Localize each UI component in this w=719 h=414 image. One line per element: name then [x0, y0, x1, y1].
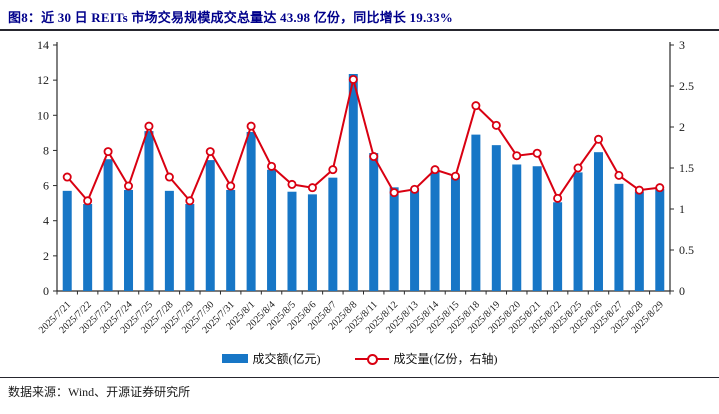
chart-canvas: 0 2 4 6 8 10 12 14 0 0.5 1 1.5 2 2.5 3 2025/7/212025/7/… [37, 38, 694, 336]
bar [532, 166, 542, 291]
line-marker-icon [389, 188, 399, 198]
bar [185, 204, 195, 291]
left-axis-tick-label: 8 [43, 143, 49, 157]
line-marker-icon [593, 134, 603, 144]
bar [614, 183, 624, 291]
legend-item-turnover: 成交额(亿元) [221, 350, 321, 367]
line-marker-icon [267, 161, 277, 171]
bar [144, 131, 154, 291]
left-axis-tick-label: 14 [37, 38, 49, 52]
left-axis-tick-label: 4 [43, 214, 49, 228]
line-marker-icon [471, 101, 481, 111]
line-marker-icon [124, 181, 134, 191]
bar [287, 191, 297, 291]
line-marker-icon [634, 185, 644, 195]
left-axis-tick-label: 0 [43, 284, 49, 298]
bar [634, 191, 644, 291]
bar [553, 202, 563, 291]
right-axis-tick-label: 1.5 [679, 161, 694, 175]
left-axis-tick-label: 12 [37, 73, 49, 87]
left-axis-tick-label: 10 [37, 108, 49, 122]
axis-tick-labels: 0 2 4 6 8 10 12 14 0 0.5 1 1.5 2 2.5 3 [37, 38, 694, 298]
bar [450, 176, 460, 291]
footer-divider [0, 377, 719, 378]
right-axis-tick-label: 1 [679, 202, 685, 216]
bar [512, 164, 522, 291]
bar [655, 189, 665, 291]
line-swatch-marker-icon [366, 353, 378, 365]
line-marker-icon [144, 121, 154, 131]
bar [83, 204, 93, 291]
line-marker-icon [573, 163, 583, 173]
line-marker-icon [553, 193, 563, 203]
bar [348, 73, 358, 291]
bar [471, 134, 481, 291]
right-axis-tick-label: 0.5 [679, 243, 694, 257]
volume-line-markers [62, 74, 665, 206]
line-marker-icon [62, 172, 72, 182]
bar [430, 171, 440, 291]
volume-line [66, 79, 660, 203]
legend-item-volume: 成交量(亿份，右轴) [354, 350, 498, 367]
title-divider [0, 29, 719, 31]
bar-series-swatch [221, 354, 248, 363]
bar [573, 172, 583, 291]
bar [226, 189, 236, 291]
line-marker-icon [328, 165, 338, 175]
figure-title: 图8：近 30 日 REITs 市场交易规模成交总量达 43.98 亿份，同比增… [8, 10, 454, 25]
line-marker-icon [512, 151, 522, 161]
right-axis-tick-label: 2.5 [679, 79, 694, 93]
legend-label-turnover: 成交额(亿元) [252, 352, 321, 366]
left-axis-tick-label: 2 [43, 249, 49, 263]
bar [410, 188, 420, 291]
right-axis-tick-label: 0 [679, 284, 685, 298]
left-axis-tick-label: 6 [43, 179, 49, 193]
line-marker-icon [246, 121, 256, 131]
bar [491, 145, 501, 291]
bar [205, 160, 215, 291]
line-marker-icon [430, 165, 440, 175]
line-marker-icon [185, 196, 195, 206]
legend-label-volume: 成交量(亿份，右轴) [393, 352, 498, 366]
bar [307, 194, 317, 291]
turnover-bars [62, 73, 665, 291]
line-marker-icon [450, 171, 460, 181]
line-marker-icon [655, 183, 665, 193]
line-marker-icon [369, 152, 379, 162]
data-source-note: 数据来源：Wind、开源证券研究所 [8, 385, 191, 399]
line-marker-icon [410, 184, 420, 194]
bar [62, 190, 72, 291]
line-marker-icon [205, 147, 215, 157]
line-marker-icon [491, 120, 501, 130]
line-marker-icon [307, 183, 317, 193]
bar [593, 152, 603, 291]
bar [389, 187, 399, 291]
right-axis-tick-label: 3 [679, 38, 685, 52]
chart-legend: 成交额(亿元) 成交量(亿份，右轴) [0, 350, 719, 367]
bar [103, 159, 113, 291]
line-marker-icon [103, 147, 113, 157]
line-marker-icon [226, 181, 236, 191]
line-marker-icon [348, 74, 358, 84]
bar [246, 131, 256, 291]
bar [369, 153, 379, 291]
axis-ticks [53, 44, 674, 295]
line-marker-icon [83, 196, 93, 206]
line-marker-icon [287, 179, 297, 189]
bar [164, 190, 174, 291]
bar [328, 177, 338, 291]
line-marker-icon [614, 170, 624, 180]
x-axis-labels: 2025/7/212025/7/222025/7/232025/7/242025… [37, 299, 666, 335]
bar [124, 189, 134, 291]
line-marker-icon [164, 172, 174, 182]
line-marker-icon [532, 148, 542, 158]
bar [267, 169, 277, 291]
right-axis-tick-label: 2 [679, 120, 685, 134]
line-series-swatch [354, 353, 389, 365]
